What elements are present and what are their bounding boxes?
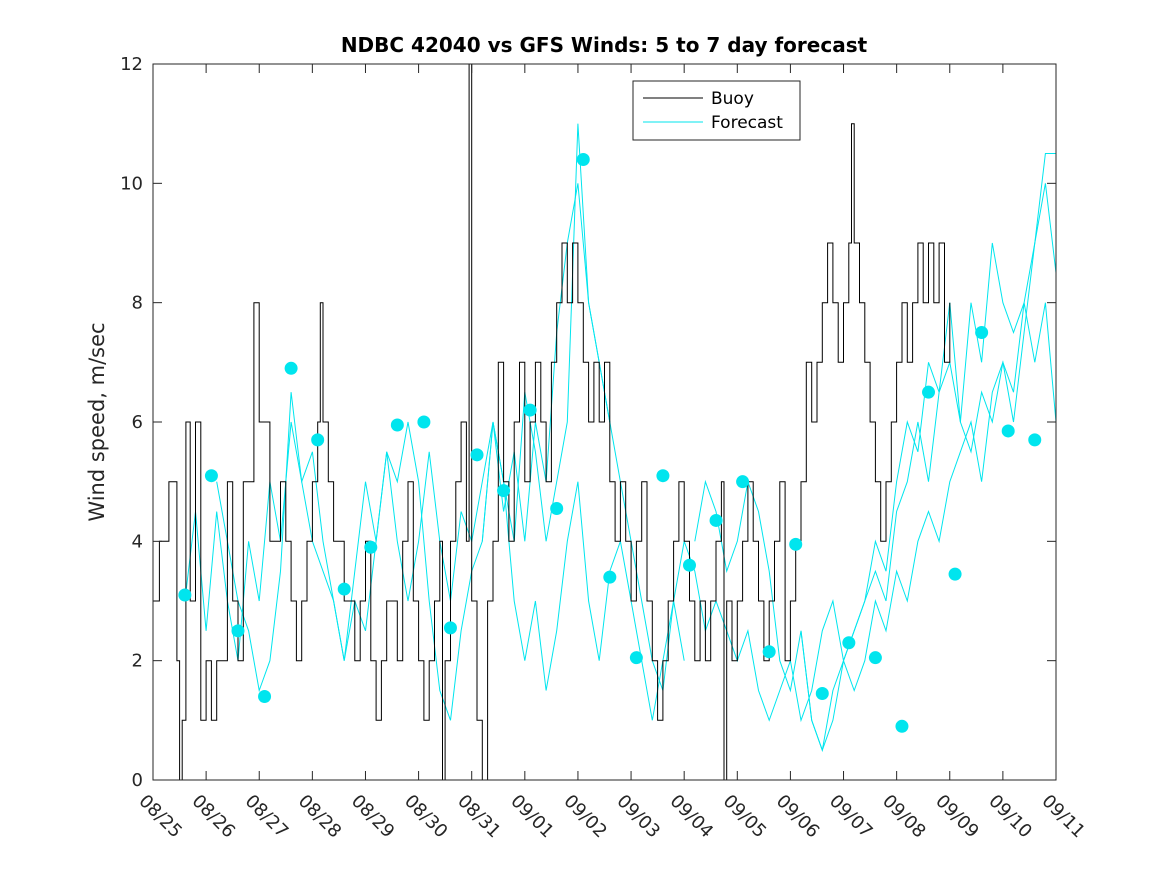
forecast-marker [523,403,537,417]
forecast-line [216,123,685,721]
y-tick-label: 4 [132,531,143,552]
forecast-marker [948,567,962,581]
y-tick-label: 2 [132,651,143,672]
y-axis: 0 2 4 6 8 10 12 [120,54,1056,791]
y-tick-label: 10 [120,173,143,194]
forecast-marker [868,651,882,665]
forecast-series [184,123,1057,753]
forecast-marker [364,540,378,554]
forecast-marker [656,469,670,483]
forecast-marker [629,651,643,665]
forecast-marker [550,502,564,516]
legend: Buoy Forecast [632,80,801,141]
chart-title: NDBC 42040 vs GFS Winds: 5 to 7 day fore… [341,33,868,57]
y-tick-label: 8 [132,293,143,314]
forecast-marker [709,513,723,527]
forecast-marker [895,719,909,733]
forecast-line [800,153,1056,752]
forecast-marker [576,152,590,166]
forecast-marker [842,636,856,650]
forecast-marker [258,689,272,703]
y-axis-label: Wind speed, m/sec [85,322,109,521]
forecast-marker [789,537,803,551]
forecast-marker [682,558,696,572]
forecast-marker [311,433,325,447]
forecast-marker [443,621,457,635]
legend-forecast-label: Forecast [711,113,783,133]
forecast-marker [204,469,218,483]
forecast-markers [178,152,1042,733]
forecast-marker [1001,424,1015,438]
forecast-marker [922,385,936,399]
forecast-marker [470,448,484,462]
forecast-marker [390,418,404,432]
forecast-marker [762,645,776,659]
buoy-line [153,63,951,781]
forecast-marker [1028,433,1042,447]
forecast-line [694,302,1057,753]
forecast-marker [284,361,298,375]
forecast-line [184,183,611,661]
forecast-marker [975,326,989,339]
forecast-marker [736,475,750,489]
forecast-marker [815,686,829,700]
plot-area [152,63,1057,781]
forecast-marker [603,570,617,584]
forecast-marker [497,484,511,498]
forecast-marker [417,415,431,429]
forecast-marker [178,588,192,602]
y-tick-label: 0 [132,770,143,791]
legend-buoy-label: Buoy [711,89,754,109]
y-tick-label: 6 [132,412,143,433]
legend-box [632,80,801,141]
forecast-marker [231,624,245,638]
y-tick-label: 12 [120,54,143,75]
forecast-marker [337,582,351,596]
buoy-series [153,63,951,781]
